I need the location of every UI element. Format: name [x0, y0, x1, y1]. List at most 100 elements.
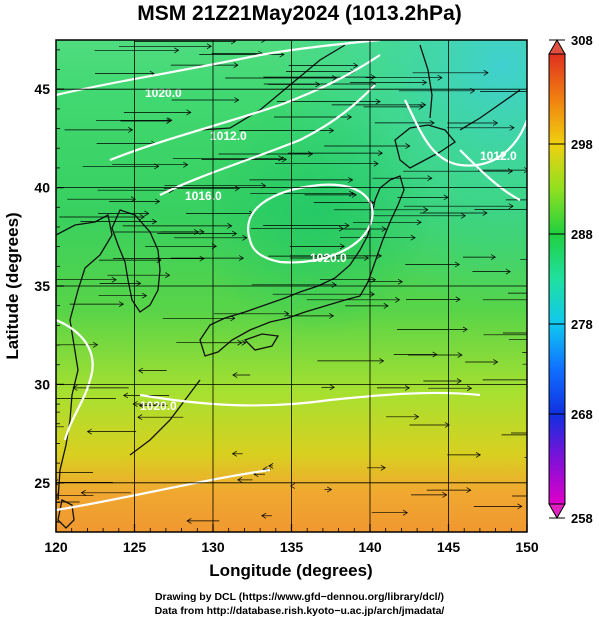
isobar-label: 1020.0: [140, 399, 177, 413]
x-axis-ticks: 120 125 130 135 140 145 150: [44, 524, 539, 555]
isobar-line: [56, 40, 381, 97]
streamline-arrowhead: [421, 102, 427, 108]
streamline-arrowhead: [379, 358, 385, 364]
streamline-arrowhead: [5, 410, 9, 415]
streamline-arrowhead: [423, 206, 429, 213]
streamline-arrowhead: [490, 254, 496, 260]
streamline-arrowhead: [508, 203, 514, 210]
streamline-arrowhead: [72, 385, 78, 391]
x-tick-label: 150: [515, 539, 539, 555]
streamline-arrowhead: [290, 483, 296, 489]
y-axis-label: Latitude (degrees): [3, 212, 22, 359]
streamline-arrowhead: [373, 160, 379, 167]
streamline-arrowhead: [183, 161, 189, 168]
streamline-arrowhead: [261, 512, 267, 519]
streamline-arrowhead: [232, 372, 238, 378]
streamline-arrowhead: [509, 124, 515, 131]
streamline-arrowhead: [427, 175, 433, 182]
streamline-arrowhead: [404, 385, 411, 391]
streamline-arrowhead: [454, 261, 460, 268]
streamline-arrowhead: [281, 156, 287, 163]
streamline-arrowhead: [455, 296, 461, 303]
streamline-arrowhead: [56, 492, 60, 499]
x-tick-label: 125: [123, 539, 147, 555]
streamline-arrowhead: [466, 487, 472, 493]
streamline-arrowhead: [130, 196, 136, 203]
streamline-arrowhead: [238, 255, 245, 261]
streamline-arrowhead: [206, 43, 212, 50]
coast-taiwan: [57, 499, 75, 529]
colorbar-tick-label: 278: [571, 317, 593, 332]
streamline-arrowhead: [351, 192, 357, 198]
streamline-arrowhead: [234, 97, 240, 103]
streamline-arrowhead: [186, 518, 192, 524]
isobar-label: 1020.0: [310, 251, 347, 265]
streamline-arrowhead: [483, 69, 489, 76]
isobar-contours: [56, 40, 527, 512]
streamline-arrowhead: [475, 452, 481, 458]
streamline-arrowhead: [167, 117, 173, 124]
streamline-arrowhead: [156, 257, 162, 263]
streamline-arrowhead: [327, 486, 333, 493]
streamline-arrowhead: [338, 225, 344, 232]
streamline-arrowhead: [517, 503, 523, 510]
streamline-arrowhead: [339, 243, 345, 250]
streamline-arrowhead: [380, 464, 386, 471]
colorbar: 258 268 278 288 298 308: [548, 33, 593, 526]
streamline-arrowhead: [432, 351, 438, 358]
colorbar-tick-label: 288: [571, 227, 593, 242]
streamline-arrowhead: [507, 168, 513, 175]
streamline-arrowhead: [429, 120, 435, 126]
coast-primorye: [199, 44, 346, 131]
streamline-arrowhead: [395, 296, 401, 303]
streamline-arrowhead: [199, 229, 205, 235]
streamline-arrowhead: [442, 492, 448, 498]
streamline-arrowhead: [174, 47, 180, 54]
y-tick-label: 35: [34, 278, 50, 294]
streamline-arrowhead: [370, 74, 376, 80]
streamline-arrowhead: [261, 40, 267, 43]
streamline-arrowhead: [211, 243, 217, 250]
streamline-arrowhead: [416, 219, 422, 226]
colorbar-tick-label: 298: [571, 137, 593, 152]
streamline-arrowhead: [111, 276, 117, 283]
streamline-arrowhead: [331, 281, 337, 288]
streamline-arrowhead: [155, 198, 161, 205]
colorbar-bottom-arrow: [548, 503, 566, 520]
x-tick-label: 130: [201, 539, 225, 555]
streamline-arrowhead: [457, 352, 463, 358]
isobar-label: 1020.0: [145, 86, 182, 100]
streamline-arrowhead: [536, 331, 540, 336]
streamline-arrowhead: [199, 255, 205, 262]
credit-data: Data from http://database.rish.kyoto−u.a…: [154, 605, 445, 617]
streamline-arrowhead: [139, 214, 145, 220]
streamline-arrowhead: [377, 150, 383, 156]
streamline-arrowhead: [578, 197, 582, 202]
coast-shikoku: [243, 333, 280, 351]
streamline-arrowhead: [443, 194, 449, 201]
streamline-arrowhead: [332, 75, 338, 81]
streamline-arrowhead: [86, 428, 92, 435]
streamline-arrowhead: [376, 253, 382, 259]
streamline-arrowhead: [492, 120, 499, 126]
streamline-arrowhead: [583, 350, 587, 355]
streamline-arrowhead: [348, 190, 355, 197]
streamline-arrowhead: [237, 339, 243, 346]
streamline-arrowhead: [186, 109, 192, 116]
streamline-arrowhead: [230, 40, 237, 45]
streamline-arrowhead: [234, 185, 240, 192]
streamline-arrowhead: [460, 212, 466, 219]
colorbar-ticks: 258 268 278 288 298 308: [549, 33, 593, 526]
colorbar-tick-label: 308: [571, 33, 593, 48]
streamline-arrowhead: [80, 489, 86, 496]
isobar-line: [109, 54, 381, 162]
colorbar-tick-label: 268: [571, 407, 593, 422]
streamline-arrowhead: [402, 509, 408, 516]
coast-sakhalin: [419, 44, 433, 119]
streamline-arrowhead: [278, 155, 284, 162]
streamline-arrowhead: [414, 413, 420, 420]
streamline-arrowhead: [581, 493, 585, 498]
isobar-line: [459, 149, 521, 201]
x-tick-label: 135: [280, 539, 304, 555]
